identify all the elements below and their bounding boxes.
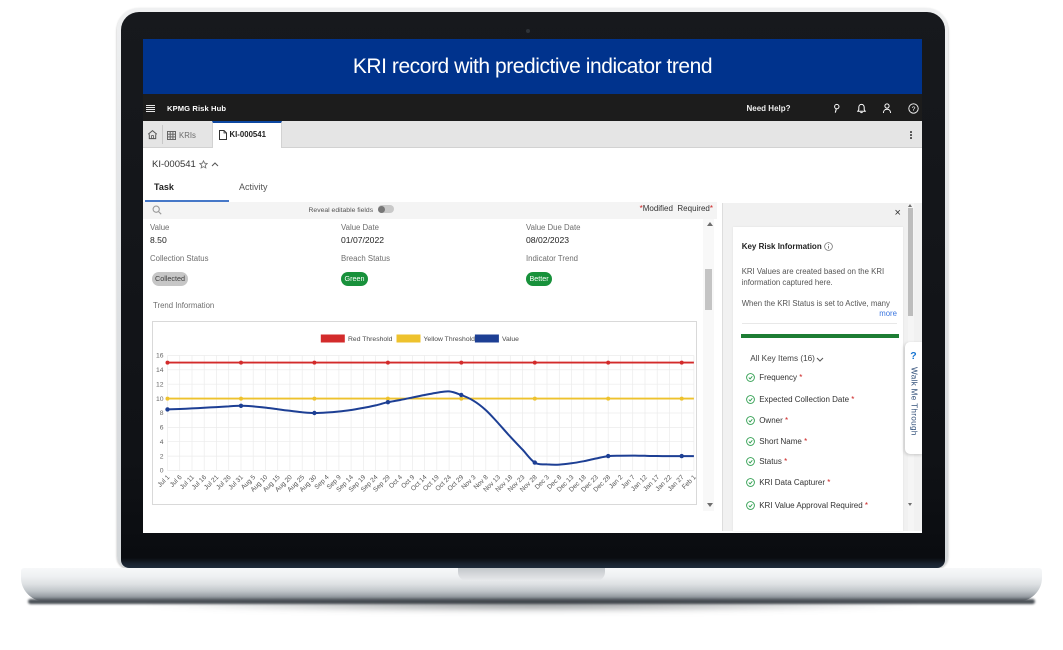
svg-text:16: 16 xyxy=(156,352,164,359)
svg-text:Yellow Threshold: Yellow Threshold xyxy=(424,336,476,343)
svg-text:10: 10 xyxy=(156,395,164,402)
svg-text:14: 14 xyxy=(156,367,164,374)
svg-text:6: 6 xyxy=(160,424,164,431)
svg-text:Red Threshold: Red Threshold xyxy=(348,336,393,343)
svg-text:Value: Value xyxy=(502,336,519,343)
svg-text:8: 8 xyxy=(160,410,164,417)
svg-text:?: ? xyxy=(912,106,916,113)
svg-text:2: 2 xyxy=(160,453,164,460)
svg-text:4: 4 xyxy=(160,438,164,445)
svg-text:12: 12 xyxy=(156,381,164,388)
svg-text:0: 0 xyxy=(160,467,164,474)
